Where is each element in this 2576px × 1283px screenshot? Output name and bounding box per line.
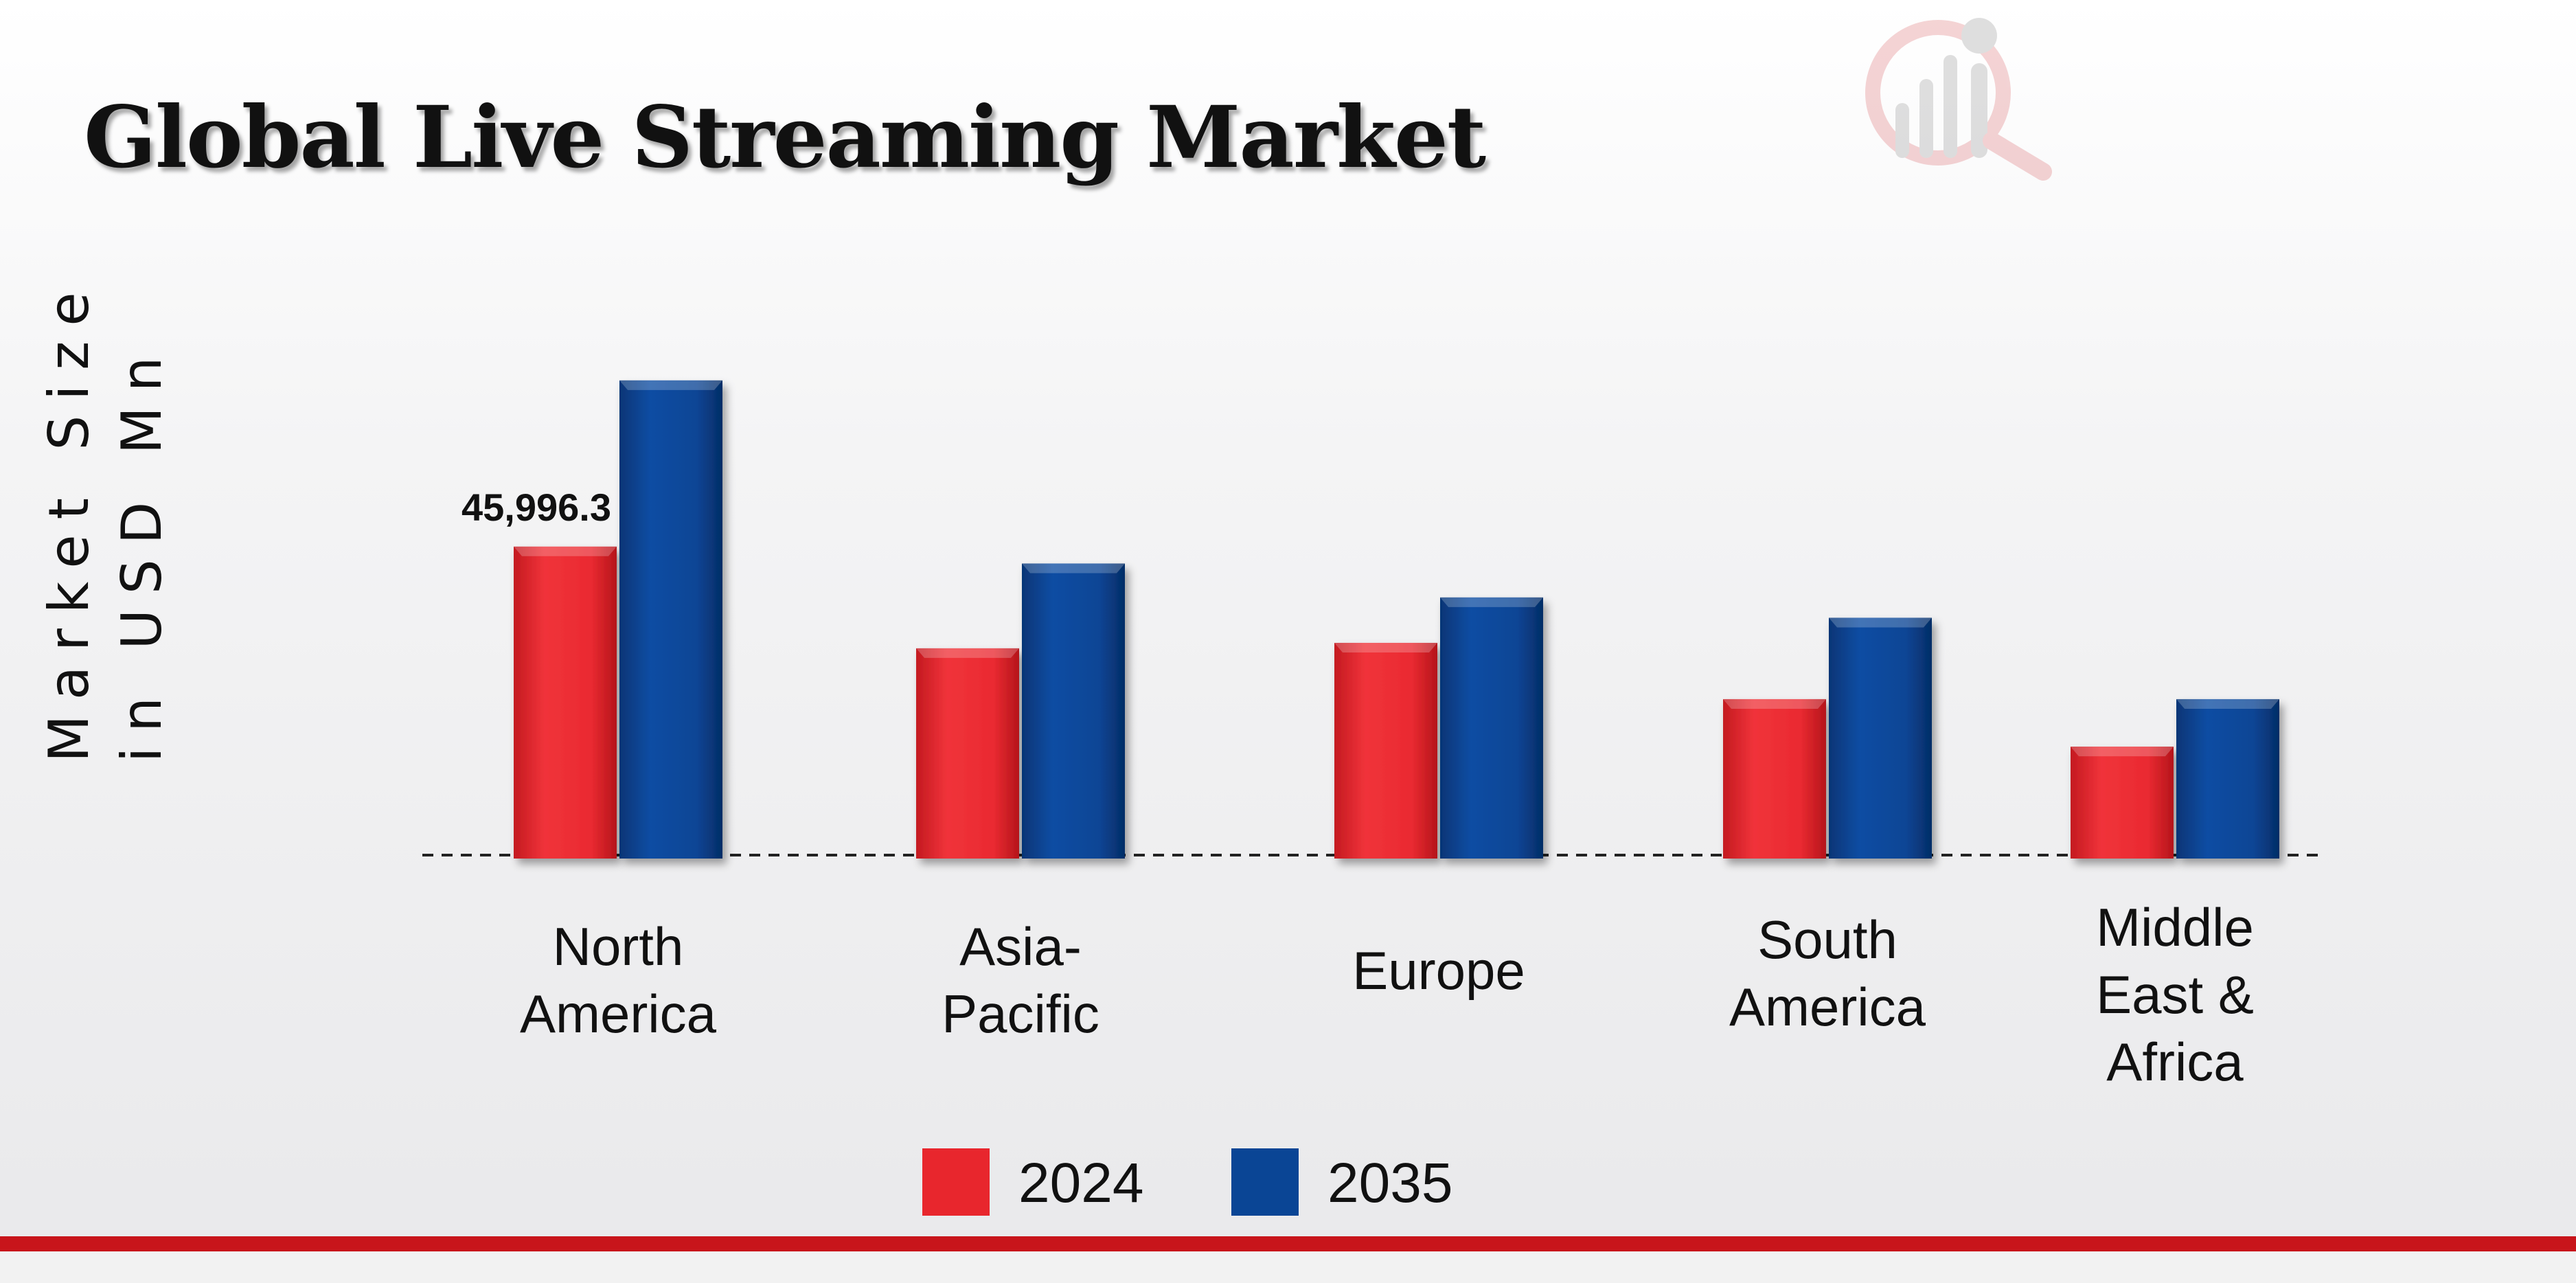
watermark-logo [1865, 18, 2052, 181]
x-tick-label-line: Pacific [942, 984, 1099, 1044]
legend-swatch-2024 [922, 1148, 990, 1216]
legend-label-2024: 2024 [1018, 1152, 1143, 1214]
x-tick-label-line: East & [2096, 964, 2254, 1025]
x-tick-label-asia-pacific: Asia- Pacific [942, 916, 1099, 1044]
data-label-2024-north-america: 45,996.3 [461, 486, 611, 529]
x-tick-label-line: South [1757, 909, 1897, 970]
bar-2024-south-america [1723, 699, 1826, 859]
bars-layer [514, 380, 2279, 859]
labels-layer: 45,996.3 North America Asia- Pacific Europe So… [461, 486, 2254, 1092]
x-tick-label-line: Europe [1352, 940, 1525, 1001]
legend-swatch-2035 [1231, 1148, 1299, 1216]
y-axis-label-line-1: Market Size [37, 277, 101, 762]
x-tick-label-line: America [520, 984, 717, 1044]
x-tick-label-middle-east-africa: Middle East & Africa [2096, 897, 2254, 1092]
bar-2035-south-america [1829, 617, 1932, 859]
x-tick-label-europe: Europe [1352, 940, 1525, 1001]
chart-title: Global Live Streaming Market [84, 88, 1486, 188]
x-tick-label-line: Asia- [959, 916, 1082, 977]
legend: 2024 2035 [922, 1148, 1452, 1216]
legend-item-2035: 2035 [1231, 1148, 1452, 1216]
bar-2035-asia-pacific [1022, 563, 1125, 859]
bottom-accent-bar [0, 1236, 2576, 1251]
x-tick-label-line: America [1729, 977, 1926, 1037]
bar-2024-asia-pacific [916, 648, 1019, 859]
bottom-strip [0, 1251, 2576, 1283]
bar-2024-north-america [514, 546, 617, 859]
bar-2024-middle-east-africa [2071, 747, 2174, 859]
legend-label-2035: 2035 [1327, 1152, 1452, 1214]
y-axis-label-line-2: in USD Mn [110, 342, 174, 762]
x-tick-label-south-america: South America [1729, 909, 1926, 1037]
bar-2035-middle-east-africa [2176, 699, 2279, 859]
y-axis-label: Market Size in USD Mn [37, 277, 174, 762]
x-tick-label-north-america: North America [520, 916, 717, 1044]
legend-item-2024: 2024 [922, 1148, 1143, 1216]
x-tick-label-line: Africa [2106, 1032, 2244, 1092]
x-tick-label-line: Middle [2096, 897, 2254, 957]
bar-2035-north-america [619, 380, 722, 859]
x-tick-label-line: North [553, 916, 684, 977]
bar-2024-europe [1334, 642, 1437, 859]
bar-2035-europe [1440, 597, 1543, 859]
